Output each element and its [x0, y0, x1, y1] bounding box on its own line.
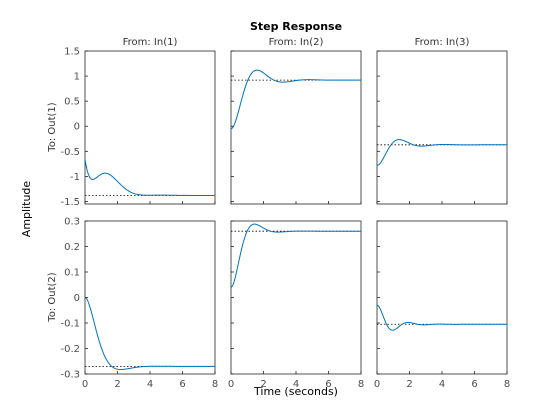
x-tick-label: 2 — [406, 379, 412, 390]
x-tick-label: 2 — [260, 379, 266, 390]
y-tick-label: -1 — [70, 172, 80, 183]
x-tick-label: 4 — [147, 379, 153, 390]
panel-frame — [230, 50, 362, 205]
column-title-1: From: In(1) — [123, 37, 178, 48]
response-line — [230, 69, 361, 130]
y-tick-label: 0 — [74, 293, 80, 304]
y-tick-label: -0.3 — [60, 370, 80, 381]
panel-frame — [84, 220, 216, 375]
y-tick-label: 0 — [74, 122, 80, 133]
y-tick-label: 0.5 — [64, 97, 80, 108]
column-title-2: From: In(2) — [269, 37, 324, 48]
panel-r1-c2 — [230, 50, 362, 205]
x-tick-label: 6 — [325, 379, 331, 390]
x-tick-label: 8 — [358, 379, 364, 390]
x-tick-label: 0 — [374, 379, 380, 390]
row-label-2: To: Out(2) — [47, 272, 58, 322]
y-tick-label: 0.1 — [64, 268, 80, 279]
y-tick-label: 1 — [74, 72, 80, 83]
panel-r1-c3 — [376, 50, 508, 205]
panel-frame — [376, 50, 508, 205]
y-tick-label: 0.2 — [64, 242, 80, 253]
panel-r2-c2: 0 2 4 6 8 — [228, 220, 364, 390]
response-line — [376, 304, 507, 331]
panel-r1-c1: 1.5 1 0.5 0 -0.5 -1 -1.5 — [60, 47, 216, 208]
response-line — [84, 158, 215, 196]
response-line — [84, 297, 215, 371]
response-line — [230, 223, 361, 288]
x-tick-label: 0 — [82, 379, 88, 390]
panel-r2-c1: 0 2 4 6 8 0.3 0.2 0.1 0 -0.1 -0.2 -0.3 — [60, 217, 218, 391]
x-axis-label: Time (seconds) — [253, 385, 338, 398]
x-tick-label: 0 — [228, 379, 234, 390]
panels: 1.5 1 0.5 0 -0.5 -1 -1.5 0 2 4 6 8 0.3 0.2 0.1 0 -0.1 -0.… — [60, 47, 510, 391]
chart-title: Step Response — [250, 20, 342, 33]
x-tick-label: 8 — [504, 379, 510, 390]
y-tick-label: -1.5 — [60, 197, 80, 208]
response-line — [376, 139, 507, 166]
y-axis-label: Amplitude — [20, 181, 33, 238]
y-tick-label: 1.5 — [64, 47, 80, 58]
y-tick-label: -0.1 — [60, 319, 80, 330]
row-label-1: To: Out(1) — [47, 102, 58, 152]
panel-frame — [376, 220, 508, 375]
x-tick-label: 8 — [212, 379, 218, 390]
column-title-3: From: In(3) — [415, 37, 470, 48]
x-tick-label: 6 — [179, 379, 185, 390]
x-tick-label: 4 — [293, 379, 299, 390]
x-tick-label: 2 — [114, 379, 120, 390]
y-tick-label: -0.5 — [60, 147, 80, 158]
x-tick-label: 4 — [439, 379, 445, 390]
x-tick-label: 6 — [471, 379, 477, 390]
panel-frame — [84, 50, 216, 205]
panel-frame — [230, 220, 362, 375]
y-tick-label: 0.3 — [64, 217, 80, 228]
y-tick-label: -0.2 — [60, 344, 80, 355]
panel-r2-c3: 0 2 4 6 8 — [374, 220, 510, 390]
